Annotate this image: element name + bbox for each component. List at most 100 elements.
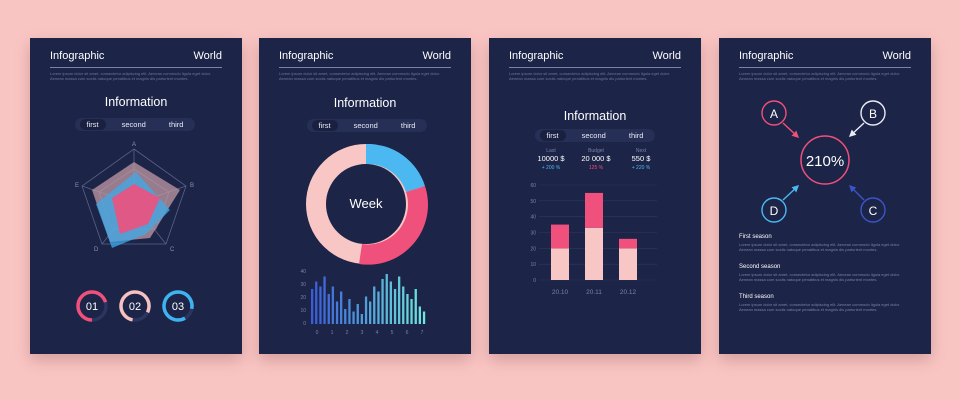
histogram-bar <box>381 279 384 324</box>
tab-bar: first second third <box>535 129 655 142</box>
tab-third[interactable]: third <box>168 120 184 129</box>
tab-second[interactable]: second <box>581 131 606 140</box>
node-d: D <box>761 185 800 223</box>
header-right: World <box>882 50 911 62</box>
donut-center-label: Week <box>350 196 383 211</box>
card-radar: Infographic World Lorem ipsum dolor sit … <box>30 38 242 354</box>
tab-third[interactable]: third <box>400 121 416 130</box>
card-header: Infographic World <box>279 50 451 68</box>
header-right: World <box>193 50 222 62</box>
histogram-bar <box>377 291 380 324</box>
node-label: B <box>869 107 877 121</box>
histogram-bar <box>393 289 397 324</box>
hist-ytick: 0 <box>303 321 306 327</box>
header-title: Infographic <box>509 50 564 62</box>
tab-first[interactable]: first <box>539 130 566 141</box>
tab-second[interactable]: second <box>353 121 378 130</box>
x-tick-label: 20.10 <box>552 289 569 296</box>
radar-label-e: E <box>75 183 79 189</box>
card-title: Information <box>563 109 627 123</box>
stat-last: Last 10000 $ + 200 % <box>537 148 565 171</box>
y-tick-label: 20 <box>530 246 536 252</box>
stat-change: + 200 % <box>542 165 561 171</box>
tab-third[interactable]: third <box>628 131 644 140</box>
bar-segment <box>619 248 637 280</box>
card-title: Information <box>104 95 168 109</box>
section-text-third: Lorem ipsum dolor sit amet, consectetur … <box>739 302 900 313</box>
histogram-bar <box>327 294 330 324</box>
donut-segment-1 <box>366 143 425 192</box>
histogram-bar <box>335 301 339 324</box>
histogram-bar <box>323 276 326 324</box>
histogram-bar <box>364 296 368 324</box>
bar-segment <box>551 248 569 280</box>
header-rule <box>739 67 911 68</box>
card-donut: Infographic World Lorem ipsum dolor sit … <box>259 38 471 354</box>
progress-circle-03: 03 <box>162 290 194 322</box>
node-label: A <box>770 107 778 121</box>
tab-second[interactable]: second <box>121 120 146 129</box>
histogram-bar <box>406 294 409 324</box>
histogram-bar <box>414 289 417 324</box>
section-text-first: Lorem ipsum dolor sit amet, consectetur … <box>739 242 900 253</box>
stat-value: 20 000 $ <box>581 154 611 163</box>
card-title: Information <box>333 96 397 110</box>
donut-segment-2 <box>359 186 428 265</box>
y-tick-label: 50 <box>530 199 536 205</box>
radar-chart: A B C D E 01 02 03 <box>75 142 194 322</box>
radar-label-b: B <box>190 183 194 189</box>
histogram-y-axis: 40 30 20 10 0 <box>300 269 306 327</box>
histogram-bar <box>344 309 347 324</box>
header-subtext: Lorem ipsum dolor sit amet, consectetur … <box>50 71 211 81</box>
hist-xtick: 4 <box>376 330 379 336</box>
circle-label-03: 03 <box>172 301 184 313</box>
header-title: Infographic <box>279 50 334 62</box>
bar-marks: 20.10 20.11 20.12 <box>551 192 637 296</box>
node-a: A <box>761 100 800 138</box>
y-tick-label: 60 <box>530 183 536 189</box>
histogram-bar <box>418 306 421 324</box>
hist-xtick: 6 <box>406 330 409 336</box>
histogram-bar <box>319 286 322 324</box>
tab-first[interactable]: first <box>311 120 338 131</box>
radar-label-d: D <box>94 247 99 253</box>
card-header: Infographic World <box>50 50 222 68</box>
histogram-bar <box>315 281 318 324</box>
header-right: World <box>422 50 451 62</box>
bar-segment <box>585 192 603 228</box>
card-header: Infographic World <box>509 50 681 68</box>
tab-first[interactable]: first <box>79 119 106 130</box>
header-subtext: Lorem ipsum dolor sit amet, consectetur … <box>739 71 900 81</box>
tab-bar: first second third <box>75 118 195 131</box>
histogram-bar <box>360 314 363 324</box>
hist-ytick: 40 <box>300 269 306 275</box>
x-tick-label: 20.11 <box>586 289 602 296</box>
header-subtext: Lorem ipsum dolor sit amet, consectetur … <box>509 71 670 81</box>
histogram-bar <box>385 274 388 324</box>
hist-ytick: 20 <box>300 295 306 301</box>
card-cycle: Infographic World Lorem ipsum dolor sit … <box>719 38 931 354</box>
stat-value: 550 $ <box>632 154 652 163</box>
histogram-bar <box>369 301 372 324</box>
section-title-third: Third season <box>739 294 774 300</box>
header-right: World <box>652 50 681 62</box>
stat-budget: Budget 20 000 $ 125 % <box>581 148 611 171</box>
x-tick-label: 20.12 <box>620 289 637 296</box>
stat-value: 10000 $ <box>537 154 565 163</box>
histogram-bar <box>398 276 401 324</box>
hist-xtick: 0 <box>316 330 319 336</box>
node-label: D <box>770 204 779 218</box>
stat-change: 125 % <box>589 165 604 171</box>
histogram-bar <box>373 286 376 324</box>
stat-label: Last <box>546 148 556 154</box>
section-text-second: Lorem ipsum dolor sit amet, consectetur … <box>739 272 900 283</box>
histogram-bar <box>348 299 351 324</box>
histogram-bars <box>311 274 426 324</box>
bar-chart: Last 10000 $ + 200 % Budget 20 000 $ 125… <box>530 148 657 296</box>
node-b: B <box>848 100 886 137</box>
histogram-x-axis: 0 1 2 3 4 5 6 7 <box>316 330 424 336</box>
header-rule <box>509 67 681 68</box>
card-bar: Infographic World Lorem ipsum dolor sit … <box>489 38 701 354</box>
section-title-second: Second season <box>739 264 781 270</box>
histogram-bar <box>356 304 359 324</box>
